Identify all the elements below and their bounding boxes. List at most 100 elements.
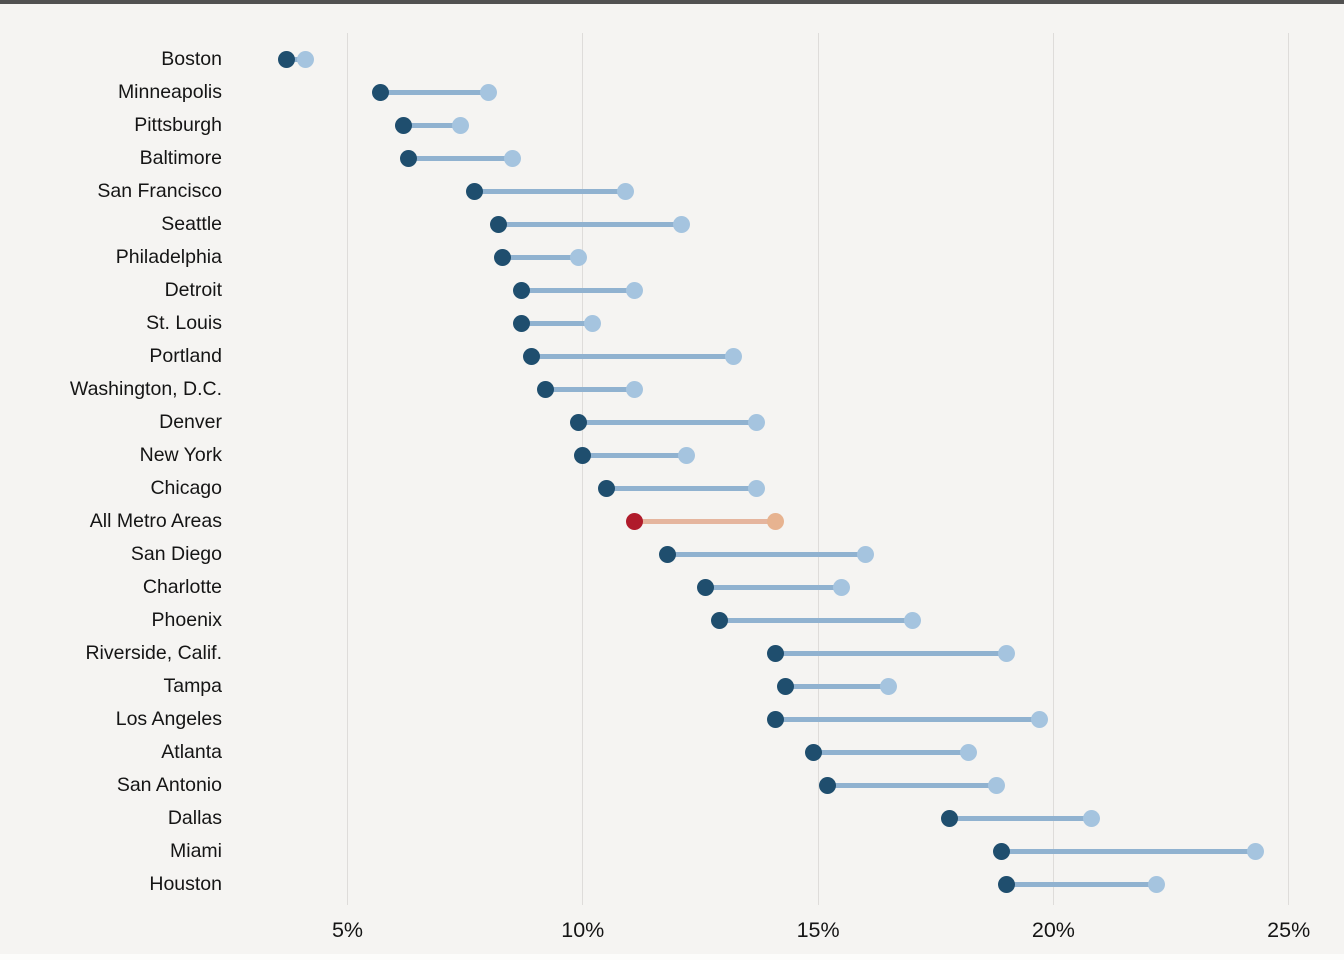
row-label-seattle: Seattle [161, 213, 222, 235]
high-value-dot [616, 182, 634, 200]
low-value-dot [597, 479, 615, 497]
connector-line [775, 650, 1007, 656]
high-value-dot [997, 644, 1015, 662]
low-value-dot [494, 248, 512, 266]
gridline-10 [582, 33, 584, 905]
connector-line [521, 320, 593, 326]
connector-line [606, 485, 757, 491]
connector-line [474, 188, 626, 194]
connector-line [949, 815, 1092, 821]
row-label-miami: Miami [170, 840, 222, 862]
high-value-dot [1148, 875, 1166, 893]
low-value-dot [767, 644, 785, 662]
low-value-dot [277, 50, 295, 68]
top-border [0, 0, 1344, 4]
x-tick-label-20: 20% [1031, 918, 1075, 942]
high-value-dot [677, 446, 695, 464]
high-value-dot [880, 677, 898, 695]
high-value-dot [856, 545, 874, 563]
low-value-dot [522, 347, 540, 365]
low-value-dot [997, 875, 1015, 893]
low-value-dot [993, 842, 1011, 860]
low-value-dot [776, 677, 794, 695]
row-label-baltimore: Baltimore [139, 147, 222, 169]
high-value-dot [503, 149, 521, 167]
row-label-riverside-calif: Riverside, Calif. [85, 642, 222, 664]
high-value-dot [1082, 809, 1100, 827]
low-value-dot [710, 611, 728, 629]
high-value-dot [1030, 710, 1048, 728]
connector-line [380, 89, 489, 95]
row-label-houston: Houston [149, 873, 222, 895]
row-label-denver: Denver [159, 411, 222, 433]
row-label-all-metro-areas: All Metro Areas [89, 510, 222, 532]
high-value-dot [1247, 842, 1265, 860]
row-label-portland: Portland [149, 345, 222, 367]
low-value-dot [400, 149, 418, 167]
high-value-dot [833, 578, 851, 596]
low-value-dot [371, 83, 389, 101]
high-value-dot [451, 116, 469, 134]
connector-line [813, 749, 969, 755]
connector-line [408, 155, 513, 161]
connector-line [705, 584, 842, 590]
row-label-dallas: Dallas [167, 807, 222, 829]
connector-line [634, 518, 776, 524]
low-value-dot [804, 743, 822, 761]
high-value-dot [960, 743, 978, 761]
gridline-20 [1052, 33, 1054, 905]
x-tick-label-15: 15% [796, 918, 840, 942]
x-tick-label-10: 10% [561, 918, 605, 942]
high-value-dot [673, 215, 691, 233]
low-value-dot [466, 182, 484, 200]
row-label-st-louis: St. Louis [146, 312, 222, 334]
low-value-dot [489, 215, 507, 233]
connector-line [719, 617, 913, 623]
row-label-san-diego: San Diego [130, 543, 222, 565]
connector-line [502, 254, 579, 260]
low-value-dot [574, 446, 592, 464]
connector-line [582, 452, 687, 458]
row-label-tampa: Tampa [163, 675, 222, 697]
low-value-dot [696, 578, 714, 596]
connector-line [785, 683, 889, 689]
connector-line [521, 287, 635, 293]
x-tick-label-25: 25% [1267, 918, 1311, 942]
low-value-dot [569, 413, 587, 431]
connector-line [531, 353, 734, 359]
row-label-philadelphia: Philadelphia [115, 246, 222, 268]
high-value-dot [480, 83, 498, 101]
low-value-dot [536, 380, 554, 398]
row-label-pittsburgh: Pittsburgh [134, 114, 222, 136]
high-value-dot [626, 281, 644, 299]
row-label-washington-d-c: Washington, D.C. [69, 378, 222, 400]
row-label-detroit: Detroit [164, 279, 222, 301]
high-value-dot [748, 413, 766, 431]
gridline-15 [817, 33, 819, 905]
row-label-boston: Boston [161, 48, 222, 70]
connector-line [498, 221, 682, 227]
high-value-dot [988, 776, 1006, 794]
high-value-dot [724, 347, 742, 365]
high-value-dot [748, 479, 766, 497]
low-value-dot [513, 314, 531, 332]
high-value-dot [626, 380, 644, 398]
connector-line [403, 122, 461, 128]
row-label-new-york: New York [139, 444, 222, 466]
low-value-dot [659, 545, 676, 563]
bottom-strip [0, 954, 1344, 960]
gridline-5 [347, 33, 348, 905]
high-value-dot [569, 248, 587, 266]
connector-line [545, 386, 635, 392]
gridline-25 [1288, 33, 1290, 905]
connector-line [1006, 881, 1157, 887]
row-label-chicago: Chicago [150, 477, 222, 499]
low-value-dot [513, 281, 531, 299]
connector-line [578, 419, 757, 425]
x-tick-label-5: 5% [331, 918, 364, 942]
high-value-dot [583, 314, 601, 332]
connector-line [775, 716, 1040, 722]
low-value-dot [626, 512, 644, 530]
row-label-atlanta: Atlanta [161, 741, 222, 763]
